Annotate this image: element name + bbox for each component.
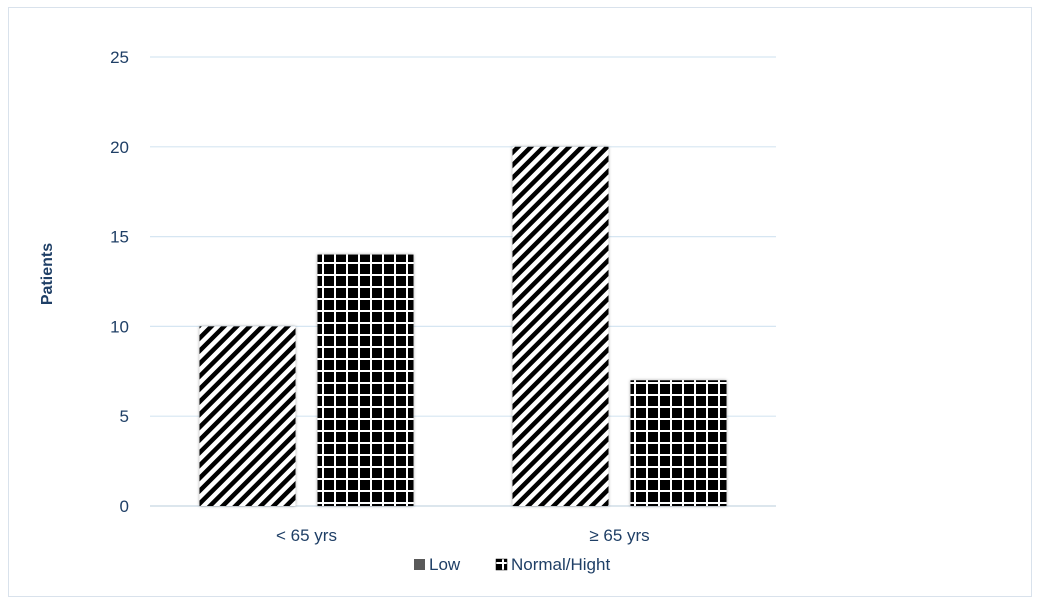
y-axis-ticks: 0 5 10 15 20 25	[110, 48, 129, 516]
y-tick-label: 5	[120, 407, 129, 426]
x-category-label: < 65 yrs	[276, 526, 337, 545]
legend-label: Normal/Hight	[511, 555, 610, 574]
legend-swatch	[414, 559, 425, 570]
bar-normal-hight-65-plus	[630, 380, 727, 506]
y-tick-label: 0	[120, 497, 129, 516]
y-tick-label: 10	[110, 317, 129, 336]
y-tick-label: 25	[110, 48, 129, 67]
bar-normal-hight-under-65	[317, 254, 414, 506]
bar-low-under-65	[199, 326, 296, 506]
legend: Low Normal/Hight	[414, 555, 610, 574]
y-axis-label: Patients	[39, 243, 56, 305]
y-tick-label: 20	[110, 138, 129, 157]
bars	[199, 146, 727, 507]
bar-low-65-plus	[512, 146, 609, 507]
legend-swatch	[495, 558, 508, 571]
x-axis-categories: < 65 yrs ≥ 65 yrs	[276, 526, 650, 545]
y-tick-label: 15	[110, 228, 129, 247]
legend-label: Low	[429, 555, 461, 574]
x-category-label: ≥ 65 yrs	[589, 526, 649, 545]
